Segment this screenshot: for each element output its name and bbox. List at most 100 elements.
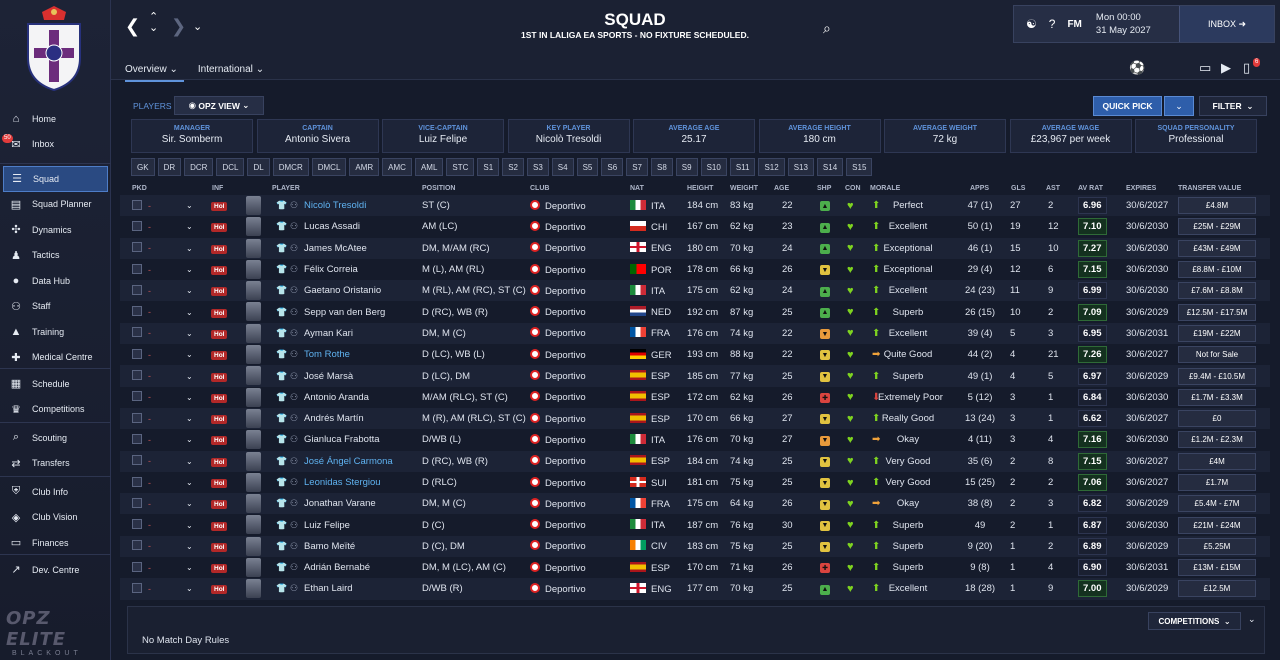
player-name[interactable]: James McAtee <box>304 242 367 254</box>
picked-cell[interactable]: - <box>132 199 151 212</box>
player-club[interactable]: Deportivo <box>530 242 586 254</box>
player-nationality[interactable]: NED <box>630 306 671 318</box>
picked-checkbox[interactable] <box>132 455 142 466</box>
picked-cell[interactable]: - <box>132 220 151 233</box>
info-cell[interactable]: Hol <box>211 456 228 467</box>
selection-dropdown[interactable]: ⌄ <box>186 264 193 275</box>
sidebar-item-competitions[interactable]: ♛ Competitions <box>0 397 111 423</box>
player-club[interactable]: Deportivo <box>530 519 586 531</box>
picked-checkbox[interactable] <box>132 199 142 210</box>
holiday-badge[interactable]: Hol <box>211 436 228 446</box>
info-cell[interactable]: Hol <box>211 264 228 276</box>
player-club[interactable]: Deportivo <box>530 455 586 467</box>
position-filter-button[interactable]: AMR <box>349 158 380 176</box>
info-cell[interactable]: Hol <box>211 349 228 361</box>
transfer-value-cell[interactable]: £9.4M - £10.5M <box>1178 367 1256 385</box>
player-nationality[interactable]: GER <box>630 348 672 361</box>
position-filter-button[interactable]: S1 <box>477 158 500 176</box>
selection-dropdown[interactable]: ⌄ <box>186 392 193 403</box>
transfer-value[interactable]: £8.8M - £10M <box>1178 261 1256 279</box>
transfer-value[interactable]: £4M <box>1178 452 1256 470</box>
player-portrait[interactable] <box>246 259 261 282</box>
player-nationality[interactable]: ITA <box>630 199 665 212</box>
position-filter-button[interactable]: S9 <box>675 158 698 176</box>
picked-cell[interactable]: - <box>132 476 151 489</box>
holiday-badge[interactable]: Hol <box>211 372 228 382</box>
player-nationality[interactable]: ESP <box>630 455 670 467</box>
transfer-value[interactable]: £1.2M - £2.3M <box>1178 431 1256 449</box>
player-club[interactable]: Deportivo <box>530 561 586 574</box>
player-club[interactable]: Deportivo <box>530 433 586 446</box>
holiday-badge[interactable]: Hol <box>211 457 228 467</box>
holiday-badge[interactable]: Hol <box>211 287 228 297</box>
table-row[interactable]: - ⌄ Hol 👕 ⚇ Bamo Meïté D (C), DM Deportivo CIV 18… <box>120 535 1270 558</box>
position-filter-button[interactable]: S14 <box>816 158 844 176</box>
holiday-badge[interactable]: Hol <box>211 479 228 488</box>
player-club[interactable]: Deportivo <box>530 476 586 489</box>
sidebar-item-squad[interactable]: ☰ Squad <box>3 166 108 192</box>
selection-dropdown[interactable]: ⌄ <box>186 413 193 424</box>
table-row[interactable]: - ⌄ Hol 👕 ⚇ Ayman Kari DM, M (C) Deportivo FRA 17… <box>120 322 1270 346</box>
position-filter-button[interactable]: AMC <box>382 158 412 176</box>
player-nationality[interactable]: CIV <box>630 540 667 552</box>
column-header-transfer-value[interactable]: TRANSFER VALUE <box>1178 184 1242 192</box>
holiday-badge[interactable]: Hol <box>211 244 228 254</box>
player-portrait[interactable] <box>246 196 261 218</box>
column-header-position[interactable]: POSITION <box>422 184 456 192</box>
player-name[interactable]: Félix Correia <box>304 264 358 276</box>
transfer-value-cell[interactable]: £1.7M <box>1178 474 1256 491</box>
player-portrait[interactable] <box>246 217 261 239</box>
info-cell[interactable]: Hol <box>211 498 228 510</box>
picked-checkbox[interactable] <box>132 306 142 317</box>
sidebar-item-inbox[interactable]: 50 ✉ Inbox <box>0 132 111 158</box>
picked-cell[interactable]: - <box>132 412 151 425</box>
picked-cell[interactable]: - <box>132 284 151 297</box>
transfer-value-cell[interactable]: £13M - £15M <box>1178 559 1256 577</box>
picked-checkbox[interactable] <box>132 476 142 487</box>
selection-dropdown[interactable]: ⌄ <box>186 307 193 318</box>
transfer-value-cell[interactable]: £0 <box>1178 410 1256 428</box>
transfer-value[interactable]: £4.8M <box>1178 197 1256 215</box>
player-club[interactable]: Deportivo <box>530 391 586 403</box>
position-filter-button[interactable]: S3 <box>527 158 549 176</box>
player-nationality[interactable]: ITA <box>630 284 665 297</box>
player-name[interactable]: Leonidas Stergiou <box>304 477 381 488</box>
sidebar-item-club-info[interactable]: ⛨ Club Info <box>0 479 111 505</box>
picked-cell[interactable]: - <box>132 582 151 595</box>
picked-checkbox[interactable] <box>132 433 142 444</box>
info-cell[interactable]: Hol <box>211 221 228 233</box>
table-row[interactable]: - ⌄ Hol 👕 ⚇ Gaetano Oristanio M (RL), AM (RC),… <box>120 280 1270 303</box>
notifications-icon[interactable]: ⚽ <box>1129 60 1146 75</box>
player-nationality[interactable]: ESP <box>630 370 670 382</box>
holiday-badge[interactable]: Hol <box>211 415 228 425</box>
selection-dropdown[interactable]: ⌄ <box>186 562 193 573</box>
picked-checkbox[interactable] <box>132 284 142 295</box>
picked-cell[interactable]: - <box>132 242 151 254</box>
fm-menu-button[interactable]: FM <box>1067 18 1082 30</box>
transfer-value[interactable]: £5.25M <box>1178 537 1256 555</box>
selection-dropdown[interactable]: ⌄ <box>186 328 193 339</box>
sidebar-item-staff[interactable]: ⚇ Staff <box>0 294 111 320</box>
player-club[interactable]: Deportivo <box>530 582 586 595</box>
player-name[interactable]: Jonathan Varane <box>304 498 376 510</box>
selection-dropdown[interactable]: ⌄ <box>186 221 193 232</box>
player-portrait[interactable] <box>246 323 261 346</box>
position-filter-button[interactable]: DCL <box>216 158 245 176</box>
holiday-badge[interactable]: Hol <box>211 266 228 276</box>
table-row[interactable]: - ⌄ Hol 👕 ⚇ James McAtee DM, M/AM (RC) Deportiv… <box>120 237 1270 259</box>
holiday-badge[interactable]: Hol <box>211 585 228 595</box>
transfer-value-cell[interactable]: £19M - £22M <box>1178 324 1256 342</box>
history-up-down-icon[interactable]: ⌃ ⌄ <box>149 11 159 34</box>
player-portrait[interactable] <box>246 345 261 367</box>
player-name[interactable]: Antonio Aranda <box>304 391 369 403</box>
player-portrait[interactable] <box>246 451 261 474</box>
player-nationality[interactable]: ESP <box>630 561 670 574</box>
player-portrait[interactable] <box>246 387 261 410</box>
player-portrait[interactable] <box>246 281 261 303</box>
column-header-height[interactable]: HEIGHT <box>687 184 714 192</box>
player-club[interactable]: Deportivo <box>530 497 586 510</box>
position-filter-button[interactable]: GK <box>131 158 155 176</box>
help-icon[interactable]: ? <box>1048 17 1056 31</box>
transfer-value-cell[interactable]: £4M <box>1178 452 1256 470</box>
player-club[interactable]: Deportivo <box>530 370 586 382</box>
